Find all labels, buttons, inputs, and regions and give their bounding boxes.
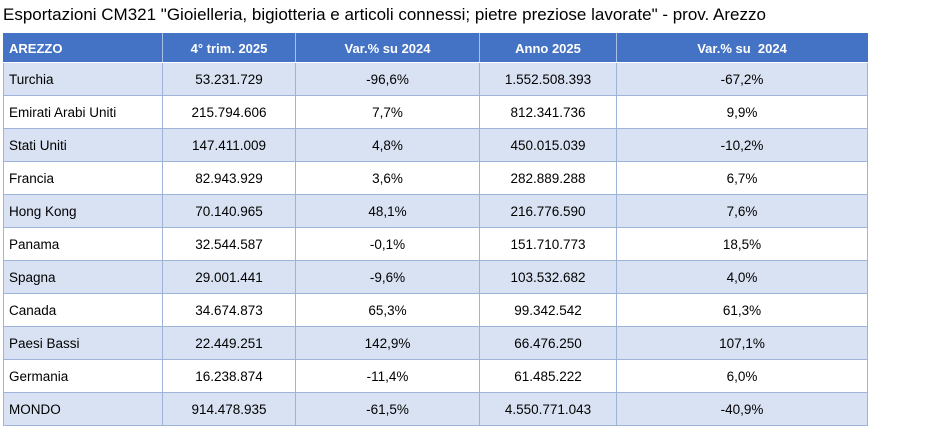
cell-q4-2025-value: 29.001.441 — [162, 260, 296, 294]
cell-anno-2025-value: 103.532.682 — [479, 260, 617, 294]
cell-var-q4: -0,1% — [295, 227, 480, 261]
cell-anno-2025-value: 99.342.542 — [479, 293, 617, 327]
table-row: Germania 16.238.874 -11,4% 61.485.222 6,… — [3, 359, 868, 393]
table-body: Turchia 53.231.729 -96,6% 1.552.508.393 … — [3, 62, 868, 426]
cell-var-anno: 9,9% — [616, 95, 868, 129]
cell-var-anno: 18,5% — [616, 227, 868, 261]
cell-country: Turchia — [3, 62, 163, 96]
table-row: Panama 32.544.587 -0,1% 151.710.773 18,5… — [3, 227, 868, 261]
cell-var-anno: 61,3% — [616, 293, 868, 327]
cell-country: Hong Kong — [3, 194, 163, 228]
table-row: MONDO 914.478.935 -61,5% 4.550.771.043 -… — [3, 392, 868, 426]
cell-country: Emirati Arabi Uniti — [3, 95, 163, 129]
exports-table: AREZZO 4° trim. 2025 Var.% su 2024 Anno … — [3, 33, 868, 426]
cell-country: Paesi Bassi — [3, 326, 163, 360]
table-row: Canada 34.674.873 65,3% 99.342.542 61,3% — [3, 293, 868, 327]
cell-q4-2025-value: 16.238.874 — [162, 359, 296, 393]
cell-anno-2025-value: 66.476.250 — [479, 326, 617, 360]
cell-anno-2025-value: 812.341.736 — [479, 95, 617, 129]
cell-anno-2025-value: 282.889.288 — [479, 161, 617, 195]
cell-country: Germania — [3, 359, 163, 393]
cell-var-anno: 6,0% — [616, 359, 868, 393]
cell-var-anno: -10,2% — [616, 128, 868, 162]
cell-anno-2025-value: 61.485.222 — [479, 359, 617, 393]
cell-q4-2025-value: 32.544.587 — [162, 227, 296, 261]
cell-country: Canada — [3, 293, 163, 327]
cell-var-anno: 4,0% — [616, 260, 868, 294]
header-cell-var-anno: Var.% su 2024 — [616, 33, 868, 63]
cell-var-q4: 3,6% — [295, 161, 480, 195]
header-cell-q4-2025: 4° trim. 2025 — [162, 33, 296, 63]
header-cell-anno-2025: Anno 2025 — [479, 33, 617, 63]
cell-q4-2025-value: 22.449.251 — [162, 326, 296, 360]
header-row: AREZZO 4° trim. 2025 Var.% su 2024 Anno … — [3, 33, 868, 63]
table-header: AREZZO 4° trim. 2025 Var.% su 2024 Anno … — [3, 33, 868, 63]
cell-var-q4: 48,1% — [295, 194, 480, 228]
cell-q4-2025-value: 70.140.965 — [162, 194, 296, 228]
cell-var-anno: 7,6% — [616, 194, 868, 228]
cell-q4-2025-value: 53.231.729 — [162, 62, 296, 96]
cell-q4-2025-value: 914.478.935 — [162, 392, 296, 426]
cell-var-anno: -40,9% — [616, 392, 868, 426]
cell-anno-2025-value: 450.015.039 — [479, 128, 617, 162]
cell-var-q4: 65,3% — [295, 293, 480, 327]
cell-var-anno: -67,2% — [616, 62, 868, 96]
cell-anno-2025-value: 4.550.771.043 — [479, 392, 617, 426]
cell-anno-2025-value: 151.710.773 — [479, 227, 617, 261]
cell-q4-2025-value: 82.943.929 — [162, 161, 296, 195]
cell-var-q4: -9,6% — [295, 260, 480, 294]
cell-var-q4: -96,6% — [295, 62, 480, 96]
page-title: Esportazioni CM321 "Gioielleria, bigiott… — [3, 5, 766, 24]
table-row: Spagna 29.001.441 -9,6% 103.532.682 4,0% — [3, 260, 868, 294]
cell-var-q4: -61,5% — [295, 392, 480, 426]
table-row: Turchia 53.231.729 -96,6% 1.552.508.393 … — [3, 62, 868, 96]
table-row: Stati Uniti 147.411.009 4,8% 450.015.039… — [3, 128, 868, 162]
table-row: Emirati Arabi Uniti 215.794.606 7,7% 812… — [3, 95, 868, 129]
cell-anno-2025-value: 1.552.508.393 — [479, 62, 617, 96]
cell-country: Stati Uniti — [3, 128, 163, 162]
cell-var-q4: 142,9% — [295, 326, 480, 360]
cell-var-q4: 4,8% — [295, 128, 480, 162]
cell-var-anno: 107,1% — [616, 326, 868, 360]
cell-country: MONDO — [3, 392, 163, 426]
cell-var-anno: 6,7% — [616, 161, 868, 195]
cell-country: Panama — [3, 227, 163, 261]
cell-q4-2025-value: 34.674.873 — [162, 293, 296, 327]
cell-var-q4: -11,4% — [295, 359, 480, 393]
header-cell-arezzo: AREZZO — [3, 33, 163, 63]
table-row: Paesi Bassi 22.449.251 142,9% 66.476.250… — [3, 326, 868, 360]
cell-q4-2025-value: 147.411.009 — [162, 128, 296, 162]
table-row: Hong Kong 70.140.965 48,1% 216.776.590 7… — [3, 194, 868, 228]
cell-anno-2025-value: 216.776.590 — [479, 194, 617, 228]
cell-q4-2025-value: 215.794.606 — [162, 95, 296, 129]
header-cell-var-q4: Var.% su 2024 — [295, 33, 480, 63]
cell-country: Spagna — [3, 260, 163, 294]
cell-var-q4: 7,7% — [295, 95, 480, 129]
table-row: Francia 82.943.929 3,6% 282.889.288 6,7% — [3, 161, 868, 195]
cell-country: Francia — [3, 161, 163, 195]
